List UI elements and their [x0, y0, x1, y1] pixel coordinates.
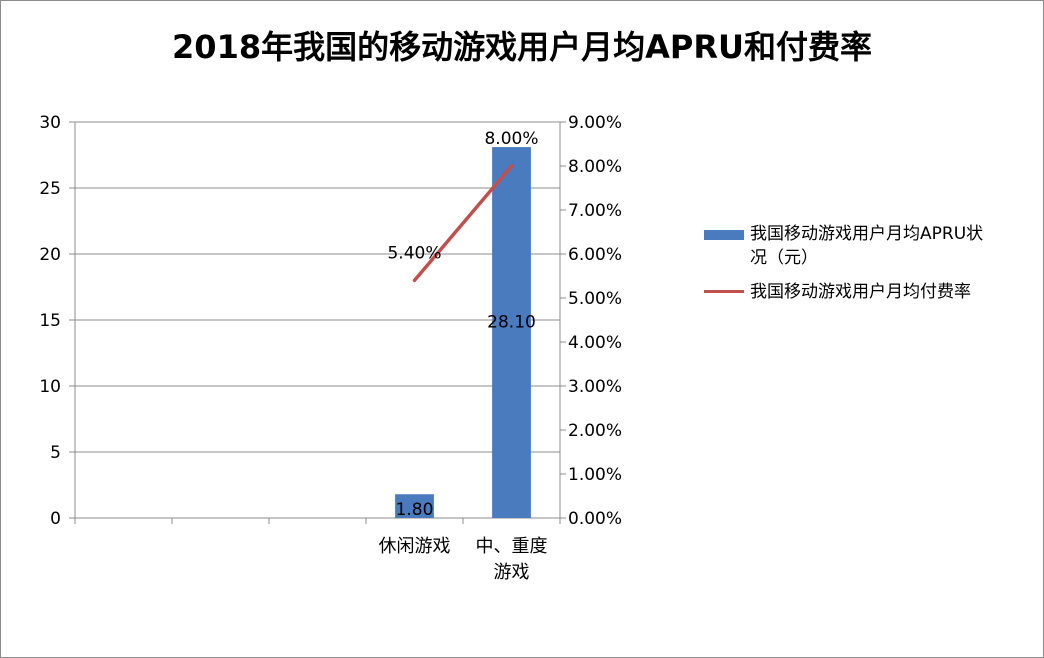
right-tick-label: 4.00%	[568, 333, 622, 353]
bar-apru	[395, 494, 434, 518]
category-label: 中、重度	[476, 536, 548, 557]
category-label: 休闲游戏	[379, 536, 451, 557]
bar-data-label: 28.10	[487, 313, 536, 333]
right-tick-label: 5.00%	[568, 289, 622, 309]
legend-label-apru-line2: 况（元）	[750, 248, 818, 268]
legend-swatch-bar	[704, 230, 744, 240]
line-data-label: 8.00%	[484, 129, 538, 149]
line-rate	[412, 164, 514, 283]
legend-item-rate: 我国移动游戏用户月均付费率	[700, 280, 1040, 304]
legend-swatch-line	[704, 290, 744, 293]
left-tick-label: 25	[39, 179, 61, 199]
legend-label-apru-line1: 我国移动游戏用户月均APRU状	[750, 224, 984, 244]
bar-data-label: 1.80	[396, 500, 434, 520]
right-tick-label: 9.00%	[568, 113, 622, 133]
legend: 我国移动游戏用户月均APRU状 况（元） 我国移动游戏用户月均付费率	[700, 222, 1040, 314]
category-label: 游戏	[494, 562, 530, 583]
left-tick-label: 15	[39, 311, 61, 331]
left-tick-label: 30	[39, 113, 61, 133]
legend-label-rate: 我国移动游戏用户月均付费率	[750, 282, 971, 302]
right-tick-label: 1.00%	[568, 465, 622, 485]
right-tick-label: 7.00%	[568, 201, 622, 221]
line-data-label: 5.40%	[387, 243, 441, 263]
right-tick-label: 0.00%	[568, 509, 622, 529]
left-tick-label: 10	[39, 377, 61, 397]
legend-item-apru: 我国移动游戏用户月均APRU状 况（元）	[700, 222, 1040, 270]
right-tick-label: 8.00%	[568, 157, 622, 177]
right-tick-label: 2.00%	[568, 421, 622, 441]
left-tick-label: 5	[50, 443, 61, 463]
bar-apru	[492, 147, 531, 518]
right-tick-label: 3.00%	[568, 377, 622, 397]
chart-title: 2018年我国的移动游戏用户月均APRU和付费率	[172, 28, 872, 66]
left-tick-label: 0	[50, 509, 61, 529]
right-tick-label: 6.00%	[568, 245, 622, 265]
left-tick-label: 20	[39, 245, 61, 265]
